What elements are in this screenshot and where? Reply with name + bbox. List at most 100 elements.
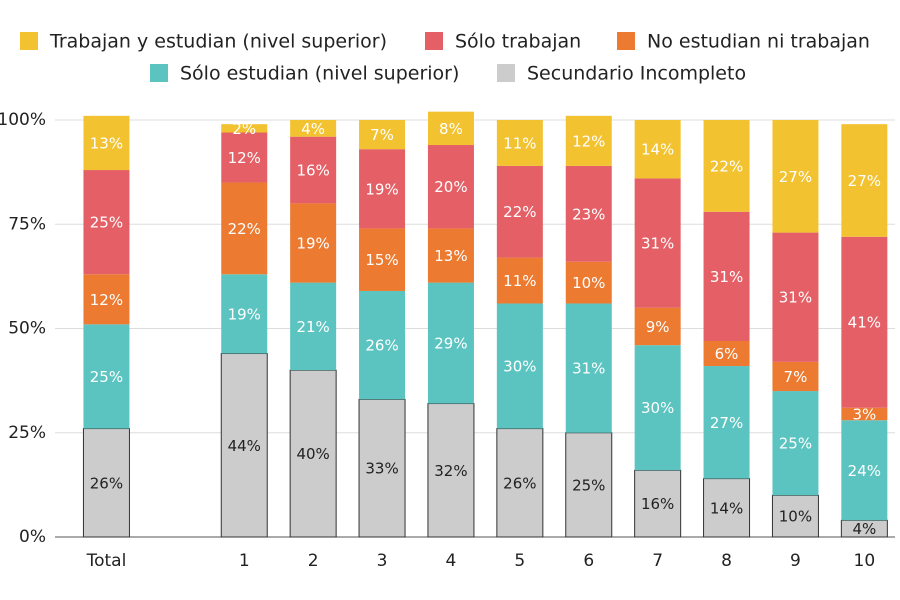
x-tick-label: Total [86,551,127,571]
bar-segment [221,182,268,275]
data-label: 10% [779,508,812,526]
legend-label: No estudian ni trabajan [647,31,870,53]
data-label: 8% [439,120,463,138]
data-label: 4% [301,120,325,138]
data-label: 20% [434,178,467,196]
bar-segment [565,165,612,262]
x-tick-label: 1 [239,551,250,571]
bar-segment [565,115,612,166]
data-label: 15% [365,251,398,269]
data-label: 26% [503,474,536,492]
data-label: 40% [296,445,329,463]
data-label: 21% [296,318,329,336]
data-label: 7% [784,368,808,386]
data-label: 27% [848,172,881,190]
data-label: 13% [90,134,123,152]
bar-segment [496,428,544,538]
x-tick-label: 6 [583,551,594,571]
bar-segment [771,494,819,538]
legend-label: Trabajan y estudian (nivel superior) [49,31,387,53]
bar-segment [359,120,406,150]
data-label: 19% [228,305,261,323]
data-label: 7% [370,126,394,144]
bar-segment [496,165,543,258]
data-label: 12% [572,132,605,150]
bar-segment [703,478,751,538]
legend-label: Secundario Incompleto [527,63,746,85]
bar-segment [841,236,888,408]
data-label: 26% [365,337,398,355]
data-label: 6% [715,345,739,363]
bar-segment [358,398,406,538]
legend-swatch [617,32,635,50]
legend-label: Sólo estudian (nivel superior) [180,63,459,85]
bar-segment [634,120,681,179]
y-tick-label: 50% [8,319,46,339]
data-label: 22% [503,203,536,221]
bar-segment [427,228,474,283]
bar-segment [290,120,337,137]
bar-segment [841,124,888,237]
data-label: 16% [296,162,329,180]
bar-segment [634,178,681,308]
bar-segment [427,282,474,404]
data-label: 25% [572,476,605,494]
bar-segment [220,353,268,538]
bar-segment [496,257,543,304]
bar-segment [359,149,406,229]
bar-segment [82,428,130,538]
data-label: 27% [710,414,743,432]
data-label: 4% [852,520,876,538]
data-label: 10% [572,274,605,292]
data-label: 31% [779,289,812,307]
data-label: 22% [228,220,261,238]
x-tick-label: 9 [790,551,801,571]
data-label: 19% [365,180,398,198]
bar-segment [841,407,888,421]
bar-segment [565,261,612,304]
y-tick-label: 25% [8,423,46,443]
data-label: 11% [503,272,536,290]
bar-segment [496,303,543,429]
bar-segment [634,307,681,346]
data-label: 14% [710,499,743,517]
bar-segment [703,341,750,367]
bar-segment [221,124,268,133]
data-label: 31% [710,268,743,286]
bar-segment [359,290,406,400]
data-label: 9% [646,318,670,336]
bar-segment [83,115,130,171]
bar-segment [290,282,337,371]
legend-swatch [20,32,38,50]
data-label: 2% [232,120,256,138]
bar-segment [83,324,130,429]
bar-segment [703,366,750,479]
data-label: 30% [503,358,536,376]
y-tick-label: 75% [8,214,46,234]
data-label: 14% [641,141,674,159]
bar-segment [772,391,819,496]
data-label: 11% [503,134,536,152]
bar-segment [290,203,337,283]
bar-segment [427,111,474,146]
x-tick-label: 3 [377,551,388,571]
x-tick-label: 7 [652,551,663,571]
bar-segment [83,274,130,325]
data-label: 23% [572,205,605,223]
data-label: 24% [848,462,881,480]
y-tick-label: 100% [0,110,46,130]
bar-segment [496,120,543,166]
data-label: 22% [710,157,743,175]
bar-segment [221,132,268,183]
data-label: 31% [572,360,605,378]
data-label: 19% [296,235,329,253]
legend-swatch [150,64,168,82]
bar-segment [83,170,130,275]
data-label: 30% [641,399,674,417]
bar-segment [772,120,819,233]
data-label: 41% [848,314,881,332]
x-tick-label: 4 [446,551,457,571]
x-tick-label: 8 [721,551,732,571]
bar-segment [427,145,474,229]
data-label: 31% [641,235,674,253]
